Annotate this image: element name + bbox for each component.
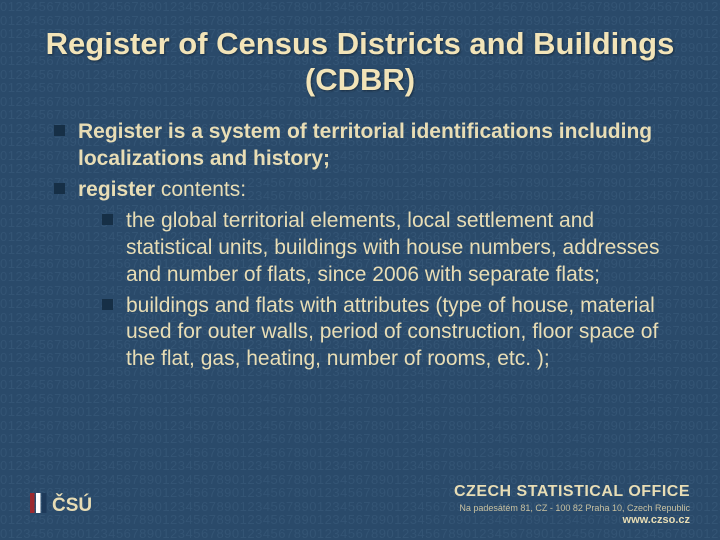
list-item: register contents: the global territoria…: [54, 177, 684, 373]
list-item: Register is a system of territorial iden…: [54, 119, 684, 173]
footer-org: CZECH STATISTICAL OFFICE: [30, 483, 690, 501]
bullet-text: the global territorial elements, local s…: [126, 209, 659, 286]
list-item: the global territorial elements, local s…: [102, 208, 684, 289]
slide-content: Register of Census Districts and Buildin…: [0, 0, 720, 540]
bullet-text: buildings and flats with attributes (typ…: [126, 294, 658, 371]
slide-footer: ČSÚ CZECH STATISTICAL OFFICE Na padesáté…: [0, 483, 720, 526]
bullet-text: register contents:: [78, 178, 246, 201]
list-item: buildings and flats with attributes (typ…: [102, 293, 684, 374]
bullet-list: Register is a system of territorial iden…: [36, 119, 684, 373]
sub-bullet-list: the global territorial elements, local s…: [78, 208, 684, 373]
footer-address: Na padesátém 81, CZ - 100 82 Praha 10, C…: [30, 503, 690, 513]
footer-url: www.czso.cz: [30, 514, 690, 526]
csu-logo: ČSÚ: [30, 490, 92, 518]
logo-text: ČSÚ: [52, 494, 92, 516]
bullet-text: Register is a system of territorial iden…: [78, 120, 652, 170]
slide-title: Register of Census Districts and Buildin…: [36, 26, 684, 97]
